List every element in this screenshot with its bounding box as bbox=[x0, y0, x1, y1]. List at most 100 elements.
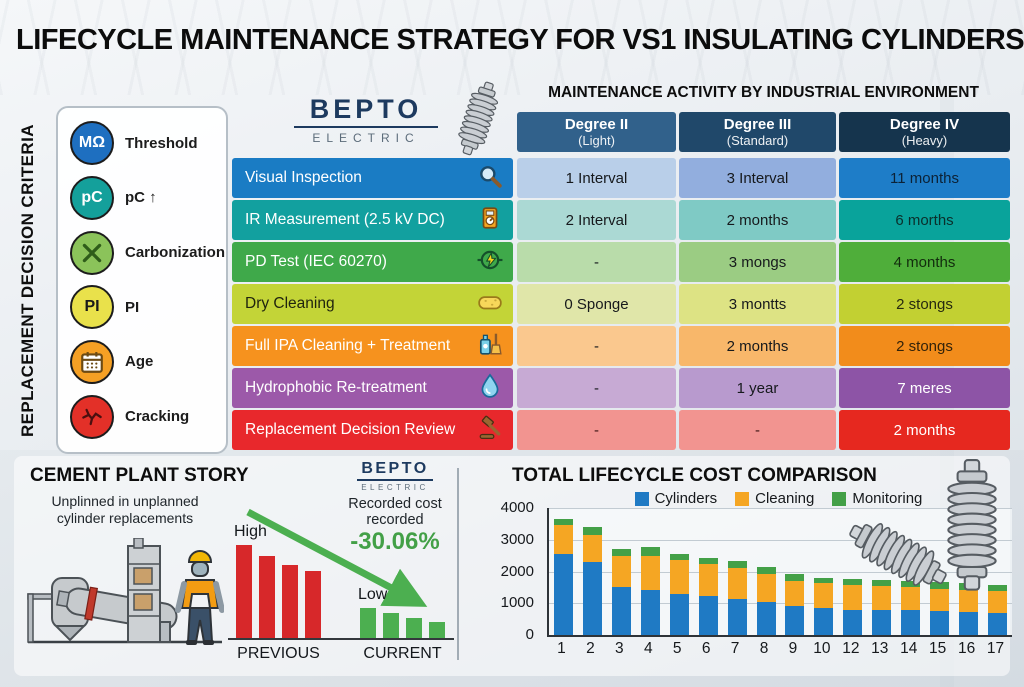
legend-label: Cylinders bbox=[654, 490, 718, 507]
table-cell: 2 months bbox=[839, 410, 1010, 450]
insulating-cylinder-illustration bbox=[428, 70, 528, 169]
cost-chart-plot bbox=[547, 508, 1012, 637]
cost-bar-segment bbox=[756, 567, 776, 574]
row-label: Visual Inspection bbox=[232, 158, 513, 198]
cost-bar-segment bbox=[727, 568, 747, 599]
row-label: IR Measurement (2.5 kV DC) bbox=[232, 200, 513, 240]
row-label-text: PD Test (IEC 60270) bbox=[245, 253, 387, 270]
column-title: Degree III bbox=[723, 116, 792, 133]
legend-item: Monitoring bbox=[832, 490, 922, 507]
story-bar bbox=[236, 545, 252, 640]
story-bar bbox=[259, 556, 275, 640]
criteria-label: PI bbox=[125, 298, 140, 316]
cost-bar-segment bbox=[698, 596, 718, 635]
x-tick-label: 2 bbox=[586, 640, 595, 657]
table-cell: - bbox=[517, 410, 676, 450]
criteria-item: PI PI bbox=[70, 285, 214, 330]
cost-chart-y-axis: 0 1000 2000 3000 4000 bbox=[496, 499, 540, 643]
cost-bar-segment bbox=[669, 560, 689, 594]
story-bar bbox=[429, 622, 445, 640]
cost-bar-segment bbox=[843, 579, 863, 586]
x-tick-label: 8 bbox=[759, 640, 769, 657]
story-bar-annotation: Low bbox=[358, 586, 388, 603]
section-divider bbox=[457, 468, 459, 660]
cost-bar-segment bbox=[901, 587, 921, 611]
story-bar bbox=[383, 613, 399, 640]
cement-plant-illustration bbox=[26, 537, 225, 676]
calendar-icon bbox=[70, 339, 114, 384]
cost-bar-segment bbox=[901, 581, 921, 588]
table-cell: 1 Interval bbox=[517, 158, 676, 198]
row-label-text: Full IPA Cleaning + Treatment bbox=[245, 337, 451, 354]
story-title: CEMENT PLANT STORY bbox=[30, 465, 249, 486]
cost-bar-segment bbox=[611, 549, 631, 556]
criteria-label: pC ↑ bbox=[125, 189, 157, 207]
cost-bar-segment bbox=[843, 585, 863, 610]
pc-badge: pC bbox=[70, 175, 114, 220]
sponge-icon bbox=[477, 289, 503, 320]
row-label-text: Dry Cleaning bbox=[245, 295, 335, 312]
gridline bbox=[549, 508, 1012, 509]
criteria-item: pC pC ↑ bbox=[70, 175, 214, 220]
row-label: Replacement Decision Review bbox=[232, 410, 513, 450]
x-tick-label: 10 bbox=[813, 640, 831, 657]
row-label-text: IR Measurement (2.5 kV DC) bbox=[245, 211, 445, 228]
gridline bbox=[549, 571, 1012, 573]
table-cell: 3 Interval bbox=[679, 158, 836, 198]
cleaning-kit-icon bbox=[477, 331, 503, 362]
x-tick-label: 9 bbox=[788, 640, 798, 657]
criteria-vertical-title: REPLACEMENT DECISION CRITERIA bbox=[18, 124, 37, 438]
cost-bar-segment bbox=[930, 588, 950, 611]
table-column-header: Degree III (Standard) bbox=[679, 112, 836, 152]
table-cell: 11 months bbox=[839, 158, 1010, 198]
cost-bar-segment bbox=[756, 573, 776, 603]
criteria-label: Cracking bbox=[125, 408, 190, 426]
y-tick-label: 1000 bbox=[500, 594, 534, 612]
brand-name: BEPTO bbox=[309, 94, 423, 124]
column-subtitle: (Light) bbox=[578, 133, 615, 148]
row-label-text: Replacement Decision Review bbox=[245, 421, 456, 438]
table-cell: 6 morths bbox=[839, 200, 1010, 240]
row-label-text: Visual Inspection bbox=[245, 169, 362, 186]
gridline bbox=[549, 539, 1012, 541]
x-tick-label: 12 bbox=[842, 640, 860, 657]
table-column-header: Degree IV (Heavy) bbox=[839, 112, 1010, 152]
table-cell: 1 year bbox=[679, 368, 836, 408]
story-subtitle-line2: cylinder replacements bbox=[56, 510, 194, 526]
table-title: MAINTENANCE ACTIVITY BY INDUSTRIAL ENVIR… bbox=[548, 84, 979, 101]
criteria-item: Cracking bbox=[70, 394, 214, 439]
y-tick-label: 3000 bbox=[500, 530, 534, 548]
y-tick-label: 2000 bbox=[500, 562, 534, 580]
story-bar bbox=[360, 608, 376, 640]
story-bar bbox=[305, 571, 321, 640]
carbonization-icon bbox=[70, 230, 114, 275]
x-tick-label: 14 bbox=[900, 640, 918, 657]
cost-bar-segment bbox=[727, 561, 747, 569]
x-tick-label: 5 bbox=[672, 640, 682, 657]
legend-label: Cleaning bbox=[755, 490, 815, 507]
cost-chart-legend: Cylinders Cleaning Monitoring bbox=[547, 490, 1010, 507]
cost-bar-segment bbox=[582, 527, 602, 535]
cost-bar-segment bbox=[698, 564, 718, 597]
brand-rule bbox=[357, 479, 433, 481]
row-label: Dry Cleaning bbox=[232, 284, 513, 324]
story-bar bbox=[406, 618, 422, 640]
criteria-label: Carbonization bbox=[125, 244, 225, 262]
story-subtitle-line1: Unplinned in unplanned bbox=[51, 493, 199, 509]
table-cell: 2 months bbox=[679, 326, 836, 366]
cost-bar-segment bbox=[901, 610, 921, 635]
brand-name: BEPTO bbox=[361, 460, 429, 477]
legend-item: Cylinders bbox=[634, 490, 718, 507]
row-label: Hydrophobic Re-treatment bbox=[232, 368, 513, 408]
page-title: LIFECYCLE MAINTENANCE STRATEGY FOR VS1 I… bbox=[16, 24, 1024, 56]
legend-swatch bbox=[634, 491, 649, 506]
gavel-icon bbox=[477, 415, 503, 446]
cost-bar-segment bbox=[872, 586, 892, 610]
story-bar-annotation: High bbox=[234, 523, 267, 540]
recorded-cost-note: Recorded cost recorded bbox=[333, 496, 457, 528]
cost-bar-segment bbox=[785, 606, 805, 635]
row-label: PD Test (IEC 60270) bbox=[232, 242, 513, 282]
cost-bar-segment bbox=[611, 587, 631, 635]
cost-bar-segment bbox=[872, 609, 892, 635]
x-tick-label: 17 bbox=[986, 640, 1005, 657]
